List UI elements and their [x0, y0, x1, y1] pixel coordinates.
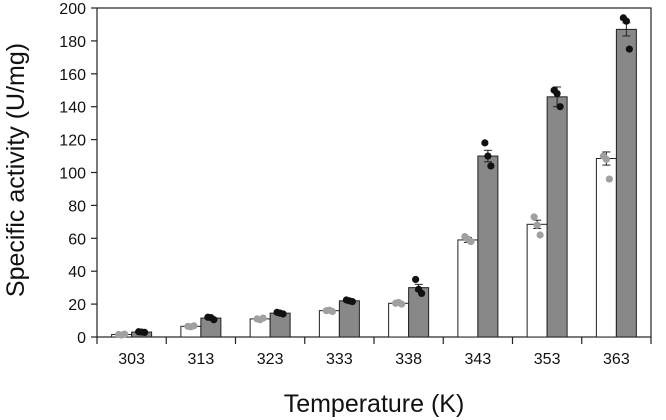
- data-point: [276, 309, 284, 317]
- x-axis-title: Temperature (K): [284, 390, 465, 418]
- bar: [457, 239, 479, 338]
- y-tick-label: 180: [59, 34, 86, 51]
- y-tick-label: 0: [77, 330, 86, 347]
- data-point: [484, 152, 492, 160]
- data-point: [530, 213, 538, 221]
- bar: [615, 28, 637, 338]
- bar: [388, 302, 410, 338]
- data-point: [118, 331, 126, 339]
- y-tick-label: 160: [59, 67, 86, 84]
- y-tick-label: 60: [68, 231, 86, 248]
- x-axis: 303 313 323 333 338 343 353 363: [96, 337, 652, 368]
- data-point: [602, 155, 610, 163]
- x-tick-label: 333: [326, 351, 353, 368]
- data-point: [622, 17, 630, 25]
- x-tick-label: 353: [534, 351, 561, 368]
- data-point: [553, 89, 561, 98]
- y-tick-label: 200: [59, 1, 86, 18]
- bar: [526, 223, 548, 338]
- bars-layer: [111, 28, 637, 338]
- data-point: [605, 175, 613, 183]
- data-point: [207, 313, 215, 322]
- data-point: [345, 297, 353, 305]
- y-tick-label: 140: [59, 100, 86, 117]
- data-point: [395, 298, 403, 307]
- x-tick-label: 363: [603, 351, 630, 368]
- x-tick-label: 303: [118, 351, 145, 368]
- data-point: [481, 139, 489, 147]
- data-point: [256, 316, 264, 324]
- bar: [338, 300, 360, 338]
- data-point: [138, 328, 146, 336]
- x-tick-label: 313: [188, 351, 215, 368]
- y-axis: 0 20 40 60 80 100 120 140 160 180 200: [59, 1, 97, 347]
- plot-border: [96, 7, 652, 338]
- bar: [595, 158, 617, 338]
- y-axis-title: Specific activity (U/mg): [2, 43, 30, 297]
- data-point: [412, 275, 420, 284]
- data-point: [464, 235, 472, 243]
- data-point: [556, 103, 564, 111]
- points-layer: [115, 14, 633, 339]
- x-tick-label: 343: [465, 351, 492, 368]
- y-tick-label: 40: [68, 264, 86, 281]
- data-point: [533, 221, 541, 229]
- plot-frame: [96, 7, 652, 338]
- bar: [477, 155, 499, 338]
- x-tick-label: 338: [395, 351, 422, 368]
- y-tick-label: 100: [59, 166, 86, 183]
- bar: [318, 310, 340, 338]
- bar: [546, 96, 568, 338]
- data-point: [487, 162, 495, 170]
- data-point: [415, 285, 423, 293]
- data-point: [325, 306, 333, 314]
- y-tick-label: 20: [68, 297, 86, 314]
- y-tick-label: 80: [68, 198, 86, 215]
- data-point: [625, 45, 633, 53]
- x-tick-label: 323: [257, 351, 284, 368]
- data-point: [536, 231, 544, 239]
- data-point: [187, 323, 195, 331]
- y-tick-label: 120: [59, 133, 86, 150]
